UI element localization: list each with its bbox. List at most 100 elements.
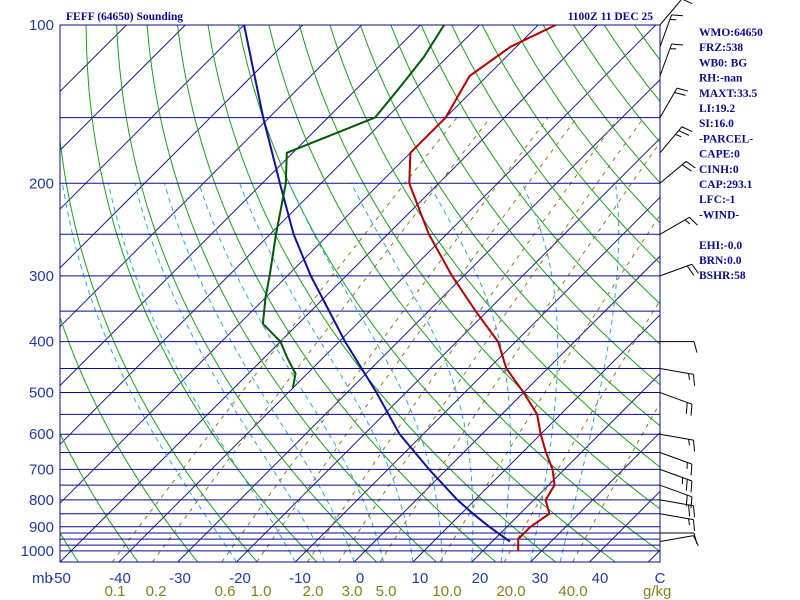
wind-barb: [659, 513, 696, 532]
dewpoint-profile-line: [261, 25, 445, 389]
wind-barb: [659, 216, 698, 235]
dry-adiabat-line: [726, 25, 800, 562]
mixing-ratio-line: [439, 214, 660, 562]
dry-adiabat-line: [60, 315, 199, 562]
dry-adiabat-line: [359, 25, 660, 427]
pressure-tick-label: 100: [29, 17, 54, 34]
isotherm-line: [471, 373, 660, 562]
dry-adiabat-line: [512, 25, 660, 224]
sounding-index-line: RH:-nan: [699, 73, 743, 85]
sounding-index-line: -WIND-: [699, 209, 739, 221]
isobar-lines: [59, 24, 661, 563]
plot-frame: [59, 24, 661, 563]
sounding-index-line: LFC:-1: [699, 194, 736, 206]
temperature-tick-label: -20: [229, 570, 251, 587]
dry-adiabat-line: [451, 25, 660, 305]
wind-barb: [659, 43, 684, 77]
sounding-index-line: EHI:-0.0: [699, 240, 742, 252]
moist-adiabat-line: [521, 183, 559, 562]
wind-barb: [659, 263, 699, 277]
dry-adiabat-line: [116, 25, 378, 562]
dry-adiabat-line: [329, 25, 660, 468]
sounding-index-line: FRZ:538: [699, 42, 743, 54]
wind-barb: [659, 535, 699, 547]
sounding-index-line: BSHR:58: [699, 270, 746, 282]
isotherm-line: [60, 25, 363, 328]
wind-barb: [659, 468, 693, 493]
mixing-ratio-line: [221, 117, 549, 562]
dry-adiabat-line: [756, 25, 800, 562]
moist-adiabat-line: [107, 183, 296, 562]
mixing-ratio-line: [256, 117, 578, 562]
sounding-profiles: [243, 25, 557, 551]
sounding-indices-panel: WMO:64650 FRZ:538 WB0: BG RH:-nan MAXT:33.5 L…: [699, 27, 763, 282]
dry-adiabat-line: [420, 25, 660, 345]
parcel-trace-line: [243, 25, 511, 543]
chart-title: FEFF (64650) Sounding: [66, 11, 183, 23]
dry-adiabat-line: [268, 25, 660, 552]
isotherm-line: [412, 314, 660, 562]
dry-adiabat-line: [85, 25, 318, 562]
isotherm-line: [60, 25, 598, 562]
wind-barb: [659, 14, 684, 47]
temperature-axis-labels: -50 -40 -30 -20 -10 0 10 20 30 40 C: [49, 570, 665, 587]
wind-barb: [659, 87, 689, 118]
pressure-tick-label: 400: [29, 334, 54, 351]
temperature-tick-label: -30: [169, 570, 191, 587]
dry-adiabat-line: [146, 25, 437, 562]
wind-barb: [659, 126, 693, 154]
wind-barb: [659, 368, 696, 386]
isotherm-line: [60, 25, 127, 93]
moist-adiabat-line: [61, 183, 237, 562]
wind-barbs: [659, 0, 699, 547]
isotherm-line: [236, 137, 660, 562]
moist-adiabat-line: [134, 183, 326, 562]
sounding-index-line: CAPE:0: [699, 149, 740, 161]
dry-adiabat-line: [177, 25, 497, 562]
dry-adiabat-line: [298, 25, 660, 510]
moist-adiabat-line: [428, 183, 511, 562]
chart-time-label: 1100Z 11 DEC 25: [568, 11, 654, 23]
pressure-unit-label: mb: [32, 570, 53, 587]
temperature-tick-label: 10: [412, 570, 429, 587]
dry-adiabat-line: [787, 25, 800, 562]
temperature-tick-label: 20: [472, 570, 489, 587]
mixing-ratio-line: [379, 141, 660, 562]
isotherm-line: [60, 25, 480, 446]
sounding-index-line: BRN:0.0: [699, 255, 742, 267]
wind-barb: [659, 161, 696, 184]
dry-adiabat-line: [60, 531, 79, 562]
wind-barb: [659, 433, 696, 452]
moist-adiabat-line: [559, 183, 620, 562]
wind-barb: [660, 532, 698, 545]
pressure-tick-label: 800: [29, 492, 54, 509]
temperature-profile-line: [408, 25, 557, 551]
mixing-ratio-line: [306, 117, 619, 562]
temperature-tick-label: 30: [532, 570, 549, 587]
mixing-ratio-tick-label: 0.1: [105, 583, 126, 600]
pressure-axis-labels: 1000 900 800 700 600 500 400 300 200 100: [21, 17, 54, 560]
pressure-tick-label: 700: [29, 461, 54, 478]
moist-adiabat-line: [239, 183, 414, 562]
wind-barb: [659, 452, 693, 476]
isotherm-line: [60, 25, 245, 210]
mixing-ratio-tick-label: 2.0: [303, 583, 324, 600]
dry-adiabat-line: [481, 25, 660, 265]
wind-barb: [659, 484, 693, 509]
pressure-tick-label: 900: [29, 519, 54, 536]
temperature-tick-label: -40: [109, 570, 131, 587]
mixing-ratio-tick-label: 10.0: [432, 583, 461, 600]
isotherm-line: [60, 25, 421, 387]
isotherm-line: [530, 431, 660, 562]
mixing-ratio-tick-label: 0.6: [215, 583, 236, 600]
mixing-ratio-tick-label: 0.2: [146, 583, 167, 600]
mixing-ratio-line: [572, 402, 660, 562]
sounding-index-line: CAP:293.1: [699, 179, 753, 191]
moist-adiabat-line: [164, 183, 355, 562]
sounding-index-line: WB0: BG: [699, 57, 747, 69]
pressure-tick-label: 500: [29, 385, 54, 402]
mixing-ratio-tick-label: 20.0: [496, 583, 525, 600]
isotherm-line: [118, 25, 657, 562]
pressure-tick-label: 200: [29, 175, 54, 192]
